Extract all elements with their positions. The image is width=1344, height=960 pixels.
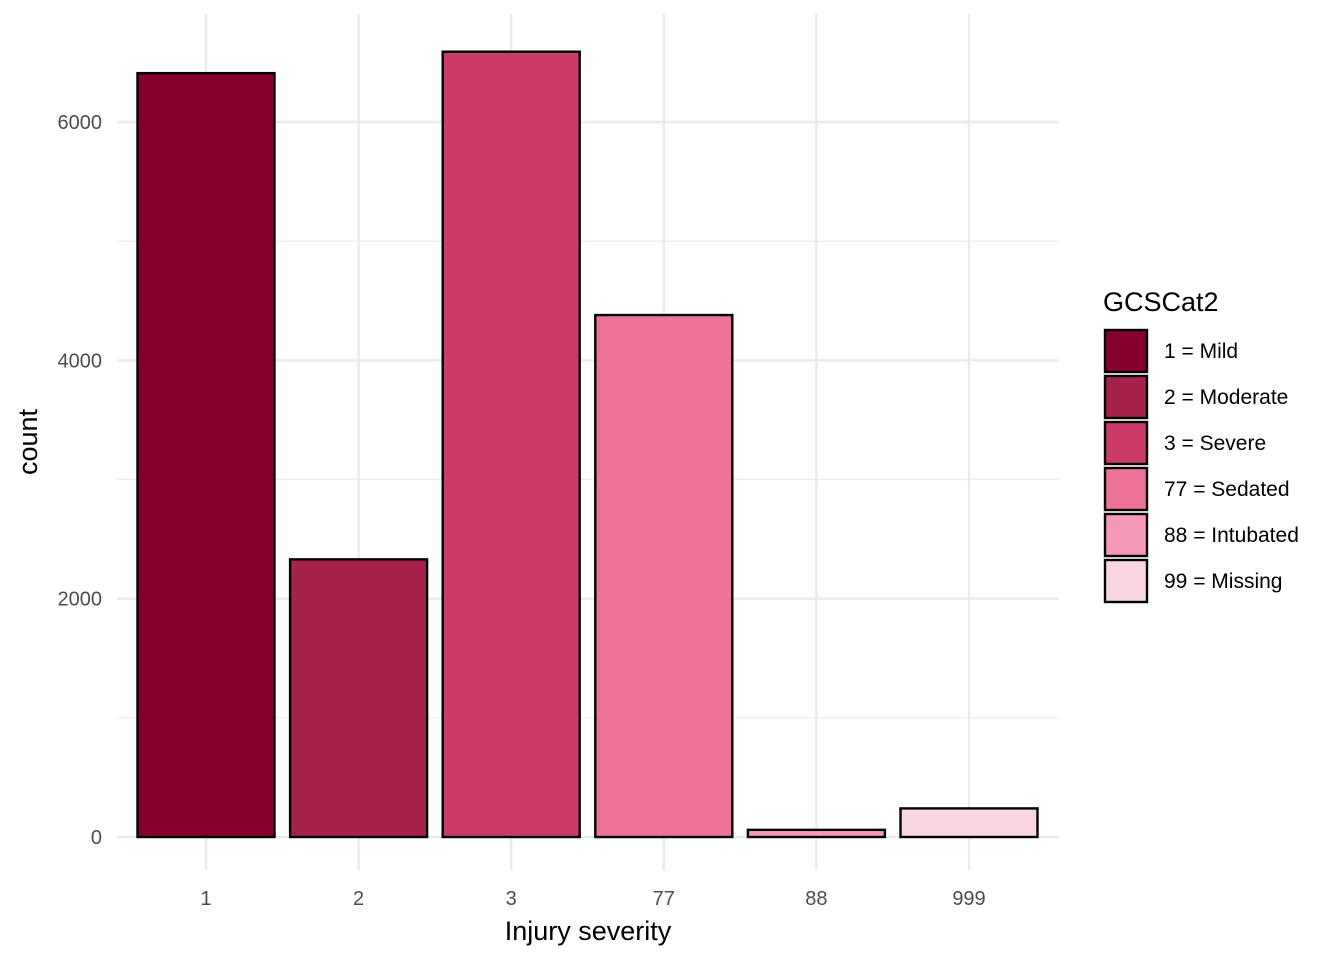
bar-3 <box>441 50 581 839</box>
legend-key <box>1103 466 1149 512</box>
legend-label: 77 = Sedated <box>1164 478 1290 501</box>
y-tick-label: 2000 <box>58 589 103 611</box>
bar-2 <box>288 558 429 839</box>
legend-items: 1 = Mild 2 = Moderate 3 = Severe 77 = Sedat… <box>1103 328 1299 604</box>
y-axis-title: count <box>13 408 43 475</box>
bar-88 <box>746 828 887 839</box>
y-tick-label: 0 <box>91 827 102 849</box>
x-tick-label: 3 <box>506 888 517 910</box>
legend-key <box>1103 374 1149 420</box>
legend-title: GCSCat2 <box>1103 287 1219 317</box>
legend-label: 88 = Intubated <box>1164 524 1299 547</box>
legend-key <box>1103 328 1149 374</box>
bar-77 <box>594 313 734 839</box>
x-tick-label: 77 <box>653 888 675 910</box>
legend: GCSCat2 1 = Mild 2 = Moderate 3 = Severe 77… <box>1103 287 1299 604</box>
legend-key <box>1103 420 1149 466</box>
x-axis-title: Injury severity <box>505 916 672 946</box>
legend-label: 1 = Mild <box>1164 340 1238 363</box>
bar-999 <box>899 807 1039 839</box>
x-tick-label: 2 <box>353 888 364 910</box>
y-axis-ticks: 0 2000 4000 6000 <box>58 112 103 849</box>
x-tick-label: 999 <box>952 888 985 910</box>
bars <box>136 50 1039 839</box>
bar-1 <box>136 71 276 839</box>
legend-key <box>1103 558 1149 604</box>
legend-label: 99 = Missing <box>1164 570 1282 593</box>
legend-key <box>1103 512 1149 558</box>
legend-label: 3 = Severe <box>1164 432 1266 455</box>
legend-label: 2 = Moderate <box>1164 386 1288 409</box>
y-tick-label: 4000 <box>58 350 103 372</box>
x-tick-label: 88 <box>805 888 827 910</box>
x-tick-label: 1 <box>200 888 211 910</box>
y-tick-label: 6000 <box>58 112 103 134</box>
x-axis-ticks: 1 2 3 77 88 999 <box>200 888 985 910</box>
